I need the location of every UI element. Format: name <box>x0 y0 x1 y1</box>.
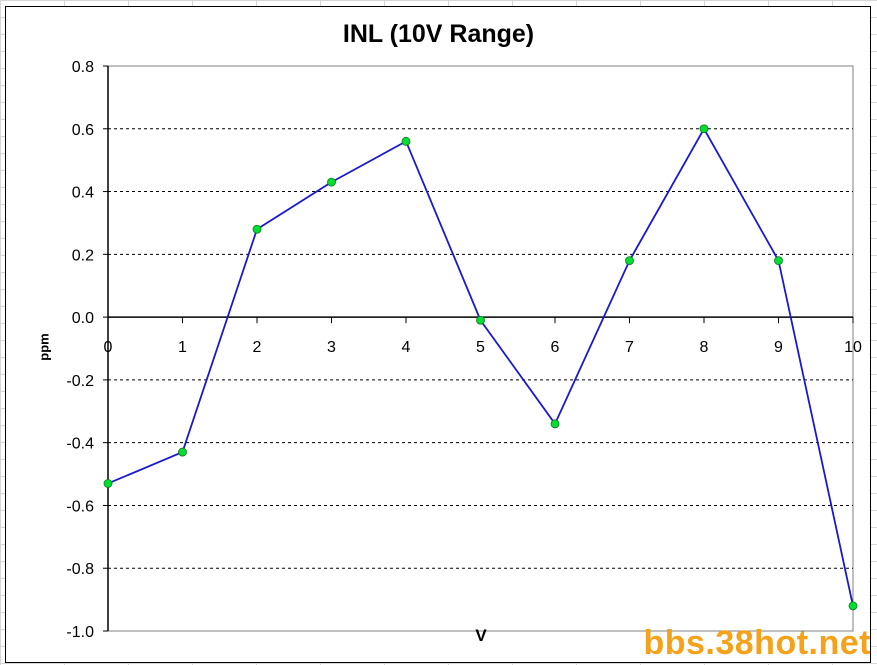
y-tick-label: 0.2 <box>72 247 94 264</box>
y-axis-label: ppm <box>36 333 52 361</box>
data-point <box>550 419 560 429</box>
y-tick-label: -0.8 <box>66 561 94 578</box>
watermark-text: bbs.38hot.net <box>643 624 871 662</box>
data-point <box>178 447 187 457</box>
y-tick-label: -1.0 <box>66 624 94 641</box>
data-point <box>252 224 262 234</box>
data-point <box>103 479 113 488</box>
y-tick-label: -0.6 <box>66 498 94 515</box>
data-point <box>476 315 485 325</box>
x-tick-label: 10 <box>844 339 862 356</box>
y-tick-label: 0.0 <box>72 310 94 327</box>
data-point <box>327 177 336 187</box>
chart-title: INL (10V Range) <box>342 20 535 48</box>
data-point <box>625 256 634 266</box>
data-point <box>401 136 411 146</box>
x-tick-label: 3 <box>327 339 336 356</box>
x-tick-label: 2 <box>253 339 262 356</box>
data-point <box>848 601 858 611</box>
x-tick-label: 8 <box>700 339 709 356</box>
y-tick-label: 0.6 <box>72 122 94 139</box>
x-tick-label: 4 <box>402 339 411 356</box>
x-tick-label: 5 <box>476 339 485 356</box>
x-tick-label: 6 <box>551 339 560 356</box>
x-tick-label: 9 <box>774 339 783 356</box>
y-tick-label: 0.8 <box>72 59 94 76</box>
plot-area <box>107 65 854 632</box>
y-tick-label: 0.4 <box>72 185 94 202</box>
x-tick-label: 1 <box>178 339 187 356</box>
data-point <box>774 256 783 266</box>
data-point <box>699 124 709 134</box>
x-tick-label: 7 <box>625 339 634 356</box>
x-tick-label: 0 <box>104 339 113 356</box>
y-tick-label: -0.4 <box>66 436 94 453</box>
y-tick-label: -0.2 <box>66 373 94 390</box>
x-axis-label: V <box>475 626 487 645</box>
